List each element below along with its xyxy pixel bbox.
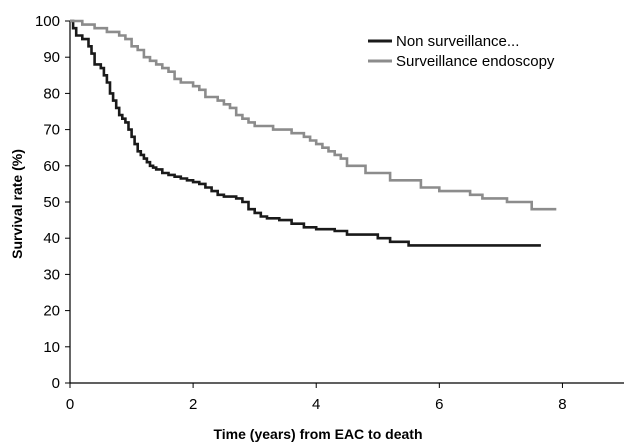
y-tick-label: 10 (43, 339, 60, 356)
y-tick-label: 90 (43, 49, 60, 66)
y-tick-label: 100 (35, 13, 60, 30)
legend: Non surveillance... Surveillance endoscop… (368, 33, 555, 70)
y-axis-title: Survival rate (%) (9, 149, 25, 259)
y-tick-label: 30 (43, 266, 60, 283)
y-tick-label: 50 (43, 194, 60, 211)
x-tick-label: 2 (189, 396, 197, 413)
y-tick-label: 40 (43, 230, 60, 247)
y-tick-label: 60 (43, 158, 60, 175)
x-tick-label: 4 (312, 396, 320, 413)
x-tick-label: 8 (558, 396, 566, 413)
y-tick-label: 80 (43, 85, 60, 102)
x-tick-label: 0 (66, 396, 74, 413)
y-tick-label: 20 (43, 303, 60, 320)
y-tick-label: 70 (43, 122, 60, 139)
legend-label: Surveillance endoscopy (396, 53, 555, 70)
x-axis-title: Time (years) from EAC to death (213, 426, 422, 442)
series-line-surveillance-endoscopy (70, 19, 557, 211)
x-tick-label: 6 (435, 396, 443, 413)
series-line-non-surveillance (70, 19, 541, 247)
y-tick-label: 0 (52, 375, 60, 392)
legend-label: Non surveillance... (396, 33, 519, 50)
